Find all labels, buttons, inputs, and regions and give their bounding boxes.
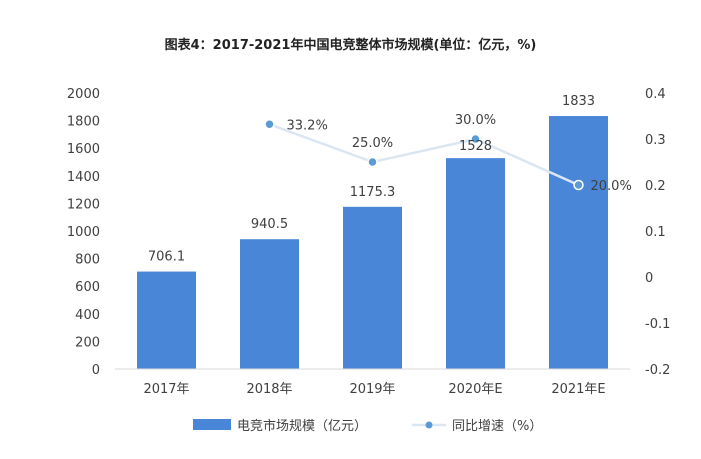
x-axis-tick-label: 2020年E	[448, 382, 502, 397]
left-axis: 0 200 400 600 800 1000 1200 1400 1600 1800 2000	[67, 87, 100, 378]
bar-value-label: 940.5	[251, 217, 288, 232]
left-axis-tick-label: 2000	[67, 87, 100, 102]
left-axis-tick-label: 600	[75, 280, 100, 295]
legend: 电竞市场规模（亿元） 同比增速（%）	[193, 418, 542, 434]
right-axis-tick-label: 0.3	[645, 133, 666, 148]
x-axis-tick-label: 2018年	[246, 382, 292, 397]
x-axis-tick-label: 2019年	[349, 382, 395, 397]
right-axis-tick-label: -0.1	[645, 317, 670, 332]
bar	[549, 116, 608, 370]
bar	[446, 158, 505, 369]
growth-value-label: 20.0%	[591, 179, 632, 194]
left-axis-tick-label: 1600	[67, 142, 100, 157]
bar-group	[137, 116, 608, 370]
x-axis-tick-label: 2017年	[143, 382, 189, 397]
growth-point	[573, 179, 584, 191]
bar-value-label: 1833	[562, 94, 595, 109]
left-axis-tick-label: 400	[75, 308, 100, 323]
right-axis-tick-label: -0.2	[645, 363, 670, 378]
growth-line	[269, 123, 580, 187]
chart-title: 图表4：2017-2021年中国电竞整体市场规模(单位：亿元，%)	[164, 38, 537, 53]
bar	[137, 271, 196, 369]
left-axis-tick-label: 800	[75, 253, 100, 268]
left-axis-tick-label: 0	[92, 363, 100, 378]
right-axis-tick-label: 0.2	[645, 179, 666, 194]
growth-point	[264, 119, 275, 130]
growth-value-label: 33.2%	[287, 118, 328, 133]
growth-value-label: 25.0%	[352, 136, 393, 151]
legend-bar-swatch	[193, 419, 231, 430]
growth-point	[367, 156, 378, 168]
bar-value-label: 706.1	[148, 250, 185, 265]
right-axis: -0.2 -0.1 0 0.1 0.2 0.3 0.4	[645, 87, 670, 378]
left-axis-tick-label: 1200	[67, 197, 100, 212]
growth-value-label: 30.0%	[455, 113, 496, 128]
left-axis-tick-label: 1400	[67, 170, 100, 185]
legend-line-marker	[425, 421, 433, 429]
right-axis-tick-label: 0.1	[645, 225, 666, 240]
left-axis-tick-label: 1800	[67, 115, 100, 130]
left-axis-tick-label: 1000	[67, 225, 100, 240]
legend-line-label: 同比增速（%）	[452, 419, 542, 434]
bar-value-label: 1175.3	[350, 185, 396, 200]
right-axis-tick-label: 0.4	[645, 87, 666, 102]
right-axis-tick-label: 0	[645, 271, 653, 286]
bar	[343, 206, 402, 369]
bar-value-label: 1528	[459, 139, 492, 154]
left-axis-tick-label: 200	[75, 335, 100, 350]
legend-bar-label: 电竞市场规模（亿元）	[237, 418, 367, 434]
x-axis: 2017年 2018年 2019年 2020年E 2021年E	[115, 368, 630, 397]
growth-line-group: 706.1 940.5 1175.3 1528 1833 33.2% 25.0% 30.0% 2…	[148, 94, 632, 265]
x-axis-tick-label: 2021年E	[551, 382, 605, 397]
bar	[240, 239, 299, 369]
growth-point	[470, 133, 481, 145]
